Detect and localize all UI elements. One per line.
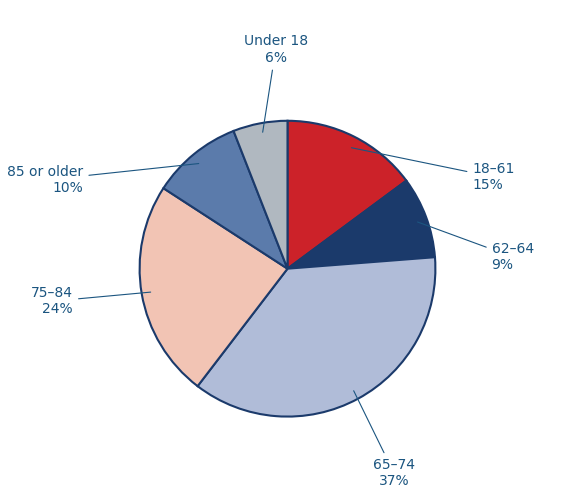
- Text: 85 or older
10%: 85 or older 10%: [7, 164, 199, 195]
- Wedge shape: [233, 121, 288, 269]
- Wedge shape: [288, 180, 435, 269]
- Wedge shape: [198, 257, 435, 417]
- Text: Under 18
6%: Under 18 6%: [244, 35, 308, 132]
- Text: 62–64
9%: 62–64 9%: [417, 222, 534, 272]
- Wedge shape: [140, 188, 288, 386]
- Text: 65–74
37%: 65–74 37%: [354, 391, 415, 488]
- Text: 75–84
24%: 75–84 24%: [31, 286, 151, 317]
- Wedge shape: [163, 131, 288, 269]
- Text: 18–61
15%: 18–61 15%: [351, 148, 515, 192]
- Wedge shape: [288, 121, 407, 269]
